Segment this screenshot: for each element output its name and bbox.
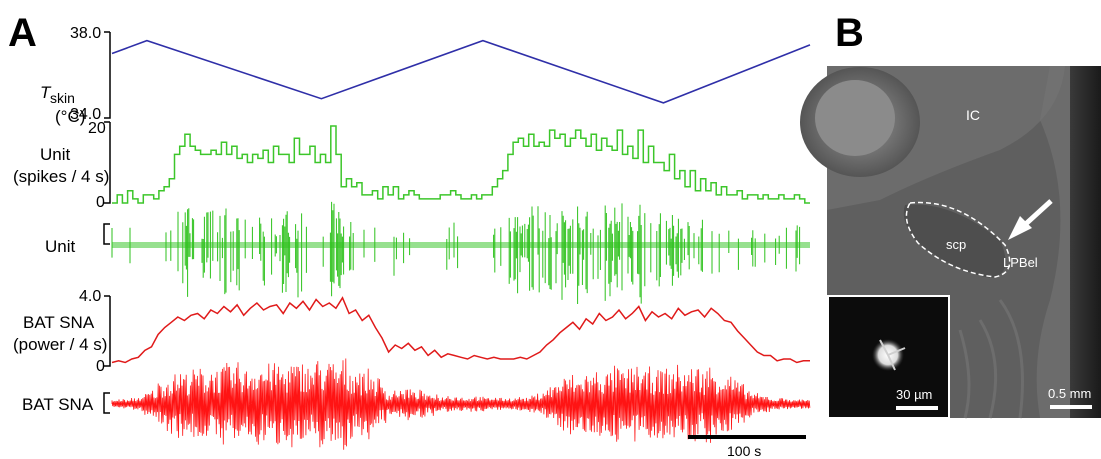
scalebar-label: 100 s [727, 443, 761, 459]
bat-raw-scale-bracket [103, 392, 110, 414]
time-scalebar: 100 s [688, 435, 806, 459]
panel-a-letter: A [8, 11, 37, 55]
scp-region [903, 204, 1006, 278]
bat-raw-label: BAT SNA [22, 395, 94, 414]
tskin-axis [104, 31, 111, 119]
fiber-strands [958, 299, 1024, 419]
tskin-label-sub: skin [50, 90, 75, 106]
inset-scalebar-label: 30 µm [896, 387, 932, 402]
scp-outline [905, 201, 1011, 278]
label-ic: IC [966, 107, 980, 123]
unit-rate-axis [104, 121, 111, 204]
micrograph: IC scp LPBel 0.5 mm 30 µm [800, 66, 1101, 419]
unit-rate-tick-top: 20 [88, 120, 106, 137]
label-lpbel: LPBel [1003, 255, 1038, 270]
bat-power-axis [104, 295, 111, 367]
bat-power-panel: BAT SNA (power / 4 s) 4.0 0 [13, 288, 810, 375]
bat-power-tick-top: 4.0 [79, 288, 101, 305]
tskin-tick-top: 38.0 [70, 25, 101, 42]
tskin-tick-bottom: 34.0 [70, 106, 101, 123]
bright-band [1036, 66, 1070, 418]
unit-rate-panel: Unit (spikes / 4 s) 20 0 [13, 120, 810, 211]
neuron-processes [879, 339, 906, 371]
bat-power-label: BAT SNA [23, 313, 95, 332]
bat-raw-panel: BAT SNA [22, 358, 811, 450]
unit-raw-label: Unit [45, 237, 76, 256]
panel-b-letter: B [835, 11, 864, 55]
bat-raw-trace [111, 358, 811, 450]
bright-nucleus-core [815, 80, 895, 156]
main-scalebar-label: 0.5 mm [1048, 386, 1091, 401]
tskin-trace [111, 39, 811, 104]
unit-rate-unit: (spikes / 4 s) [13, 167, 109, 186]
unit-raw-trace [111, 201, 810, 304]
arrow-head [1008, 216, 1032, 240]
label-scp: scp [946, 237, 966, 252]
unit-raw-panel: Unit [45, 201, 810, 304]
unit-raw-scale-bracket [103, 223, 110, 245]
unit-rate-label: Unit [40, 145, 71, 164]
tskin-panel: T skin (°C) 38.0 34.0 [40, 25, 811, 126]
bat-power-trace [111, 296, 810, 364]
tskin-label-main: T [40, 83, 52, 102]
tskin-unit: (°C) [55, 107, 85, 126]
dark-edge [1070, 66, 1101, 418]
unit-rate-tick-bottom: 0 [96, 194, 105, 211]
bat-power-tick-bottom: 0 [96, 358, 105, 375]
bat-power-unit: (power / 4 s) [13, 335, 107, 354]
unit-rate-trace [112, 125, 810, 204]
